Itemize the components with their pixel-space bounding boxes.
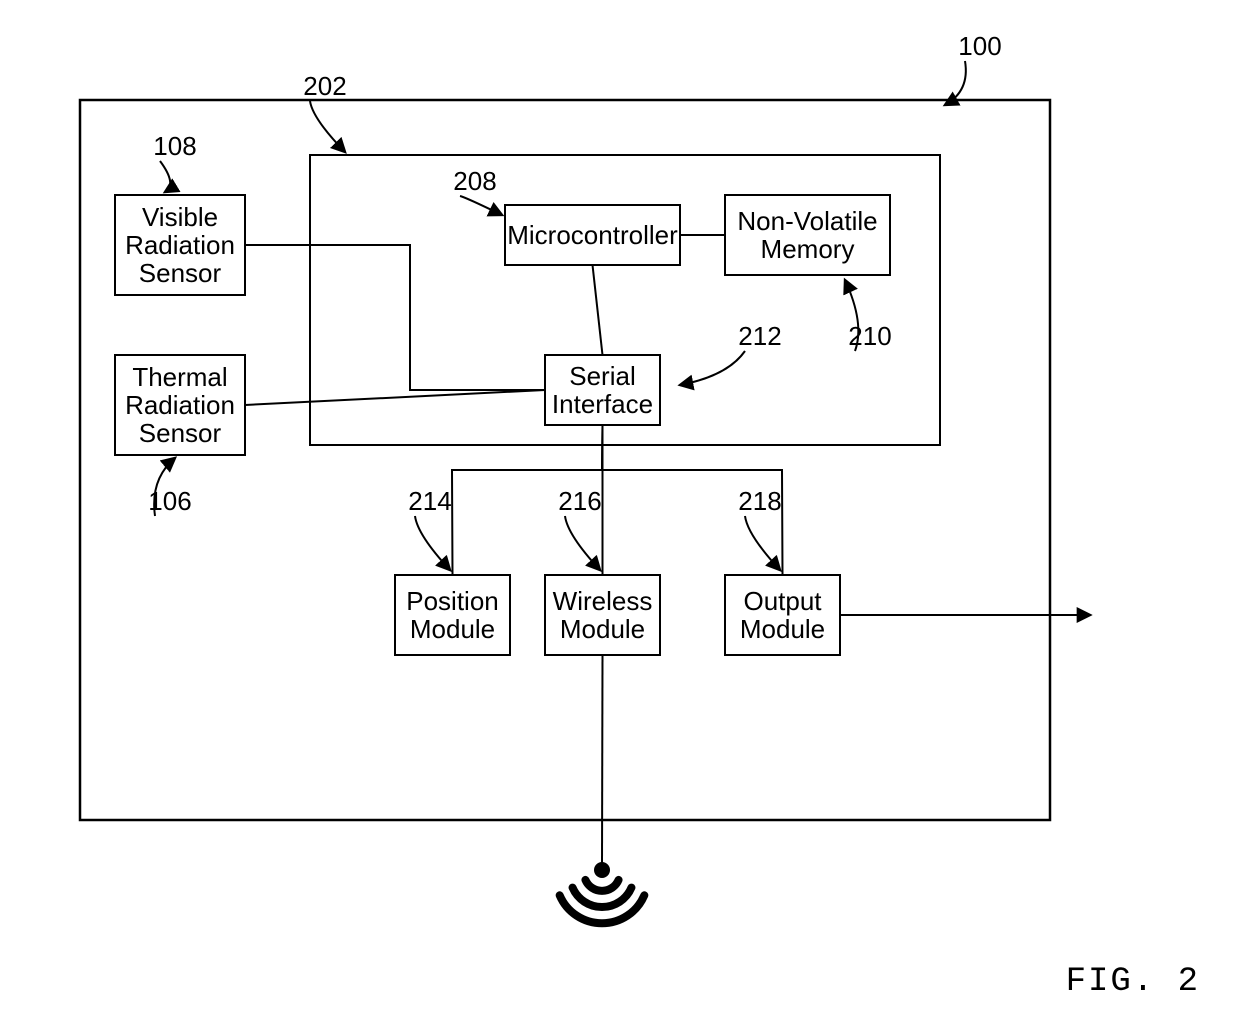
box-thermal-label: Radiation — [125, 390, 235, 420]
box-wireless-label: Module — [560, 614, 645, 644]
antenna-arc-0 — [585, 880, 618, 891]
ref-r218: 218 — [738, 486, 781, 516]
box-visible-label: Sensor — [139, 258, 222, 288]
antenna-icon — [594, 862, 610, 878]
box-memory-label: Memory — [761, 234, 855, 264]
ref-r212: 212 — [738, 321, 781, 351]
box-serial-label: Serial — [569, 361, 635, 391]
ref-r208: 208 — [453, 166, 496, 196]
ref-r208-leader — [460, 196, 502, 215]
ref-r216-leader — [565, 516, 600, 570]
box-visible-label: Visible — [142, 202, 218, 232]
wire-1 — [245, 390, 545, 405]
figure-label: FIG. 2 — [1066, 963, 1200, 1001]
ref-r212-leader — [680, 351, 745, 385]
box-output-label: Output — [743, 586, 822, 616]
ref-r108-leader — [160, 161, 170, 192]
ref-r108: 108 — [153, 131, 196, 161]
box-output-label: Module — [740, 614, 825, 644]
box-thermal-label: Thermal — [132, 362, 227, 392]
ref-r214-leader — [415, 516, 450, 570]
ref-r202-leader — [310, 101, 345, 152]
box-micro-label: Microcontroller — [507, 220, 678, 250]
box-memory-label: Non-Volatile — [737, 206, 877, 236]
wire-0 — [245, 245, 545, 390]
box-position-label: Position — [406, 586, 499, 616]
ref-r100: 100 — [958, 31, 1001, 61]
ref-r100-leader — [945, 61, 966, 105]
ref-r216: 216 — [558, 486, 601, 516]
box-wireless-label: Wireless — [553, 586, 653, 616]
wire-8 — [602, 655, 603, 865]
box-visible-label: Radiation — [125, 230, 235, 260]
box-thermal-label: Sensor — [139, 418, 222, 448]
wire-2 — [593, 265, 603, 355]
ref-r214: 214 — [408, 486, 451, 516]
box-serial-label: Interface — [552, 389, 653, 419]
ref-r202: 202 — [303, 71, 346, 101]
ref-r210: 210 — [848, 321, 891, 351]
block-diagram: VisibleRadiationSensorThermalRadiationSe… — [0, 0, 1240, 1020]
ref-r218-leader — [745, 516, 780, 570]
box-position-label: Module — [410, 614, 495, 644]
